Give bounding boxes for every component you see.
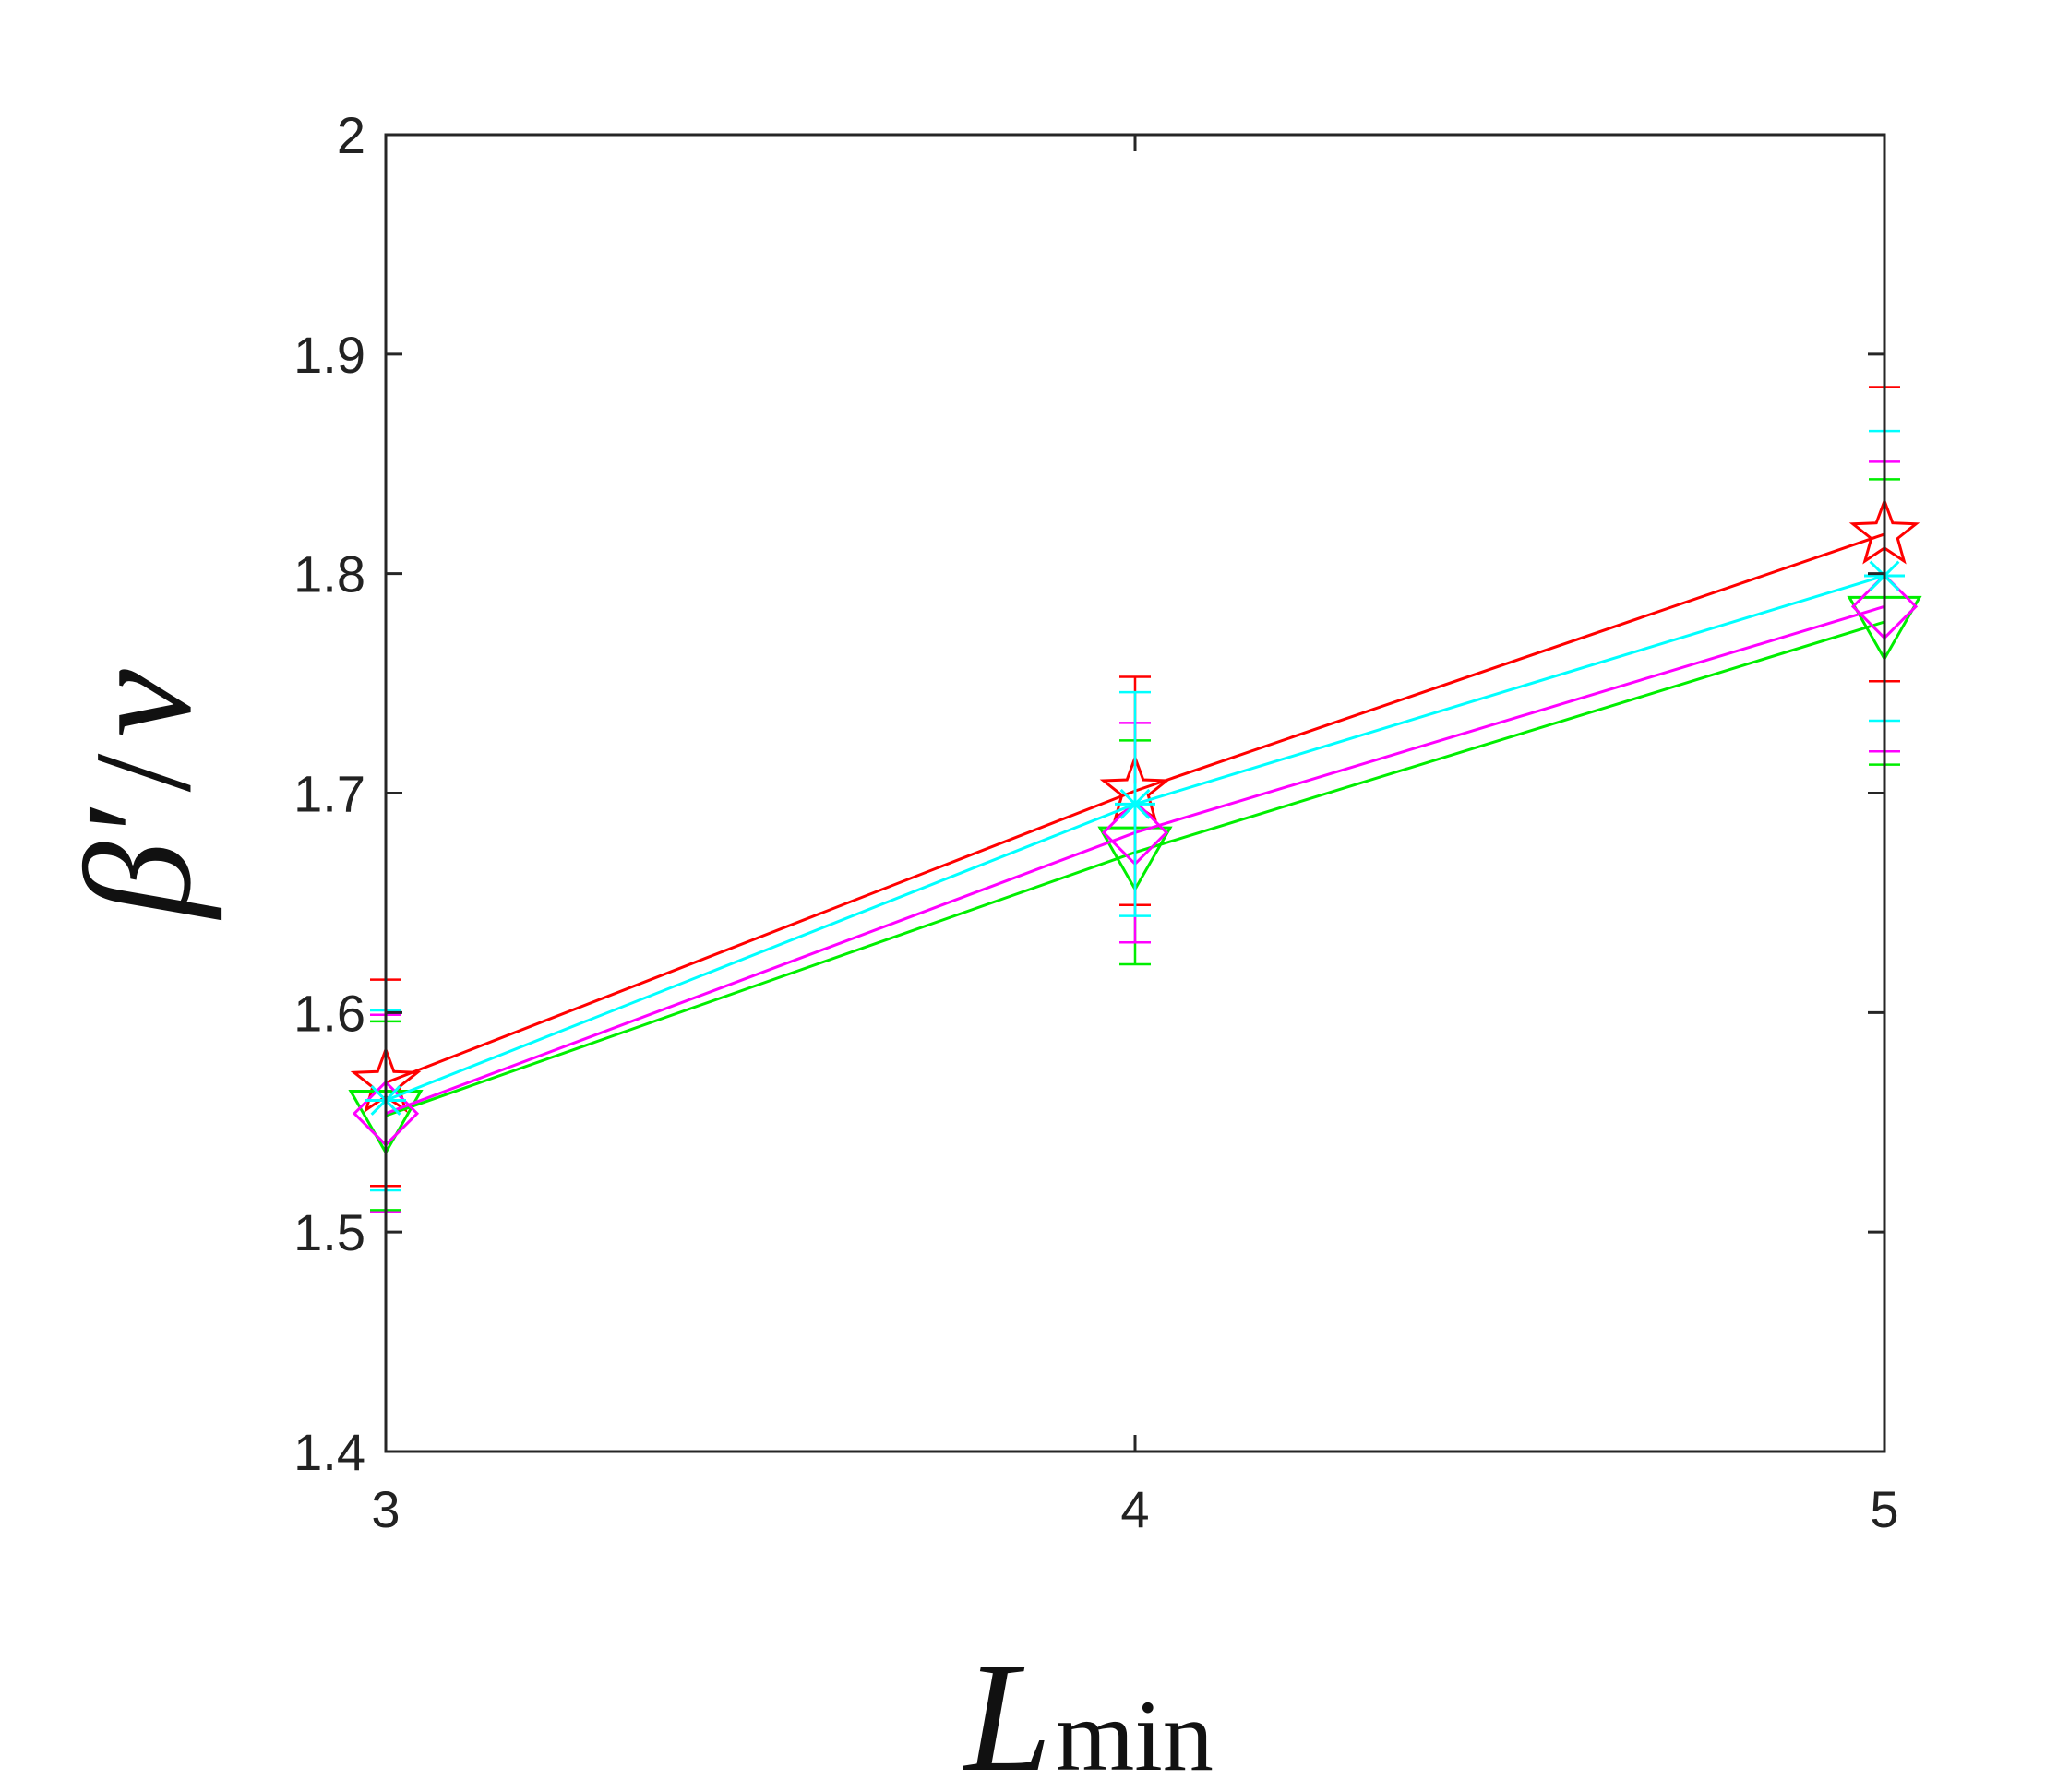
data-point-asterisk: [1115, 783, 1155, 825]
y-axis-label-slash: /: [66, 753, 220, 792]
x-tick-label: 3: [371, 1480, 400, 1538]
x-axis-label-subscript: min: [1056, 1679, 1214, 1792]
y-tick-label: 1.7: [293, 765, 365, 823]
x-axis-label: Lmin: [963, 1631, 1214, 1792]
y-axis-label-nu: ν: [54, 669, 222, 737]
x-tick-label: 4: [1120, 1480, 1149, 1538]
y-tick-label: 1.8: [293, 545, 365, 603]
y-tick-label: 2: [337, 106, 365, 164]
y-tick-label: 1.9: [293, 326, 365, 384]
axis-ticks: 3 4 5 1.4 1.5 1.6 1.7 1.8 1.9 2: [293, 106, 1898, 1538]
x-tick-label: 5: [1870, 1480, 1898, 1538]
y-tick-label: 1.4: [293, 1423, 365, 1481]
y-tick-label: 1.5: [293, 1203, 365, 1261]
x-axis-label-main: L: [963, 1631, 1052, 1792]
y-axis-label-beta: β′: [54, 806, 222, 920]
y-axis-label: β′ / ν: [54, 669, 222, 921]
series-asterisk: [365, 429, 1905, 1192]
plot-area: [348, 386, 1922, 1214]
y-tick-label: 1.6: [293, 984, 365, 1042]
